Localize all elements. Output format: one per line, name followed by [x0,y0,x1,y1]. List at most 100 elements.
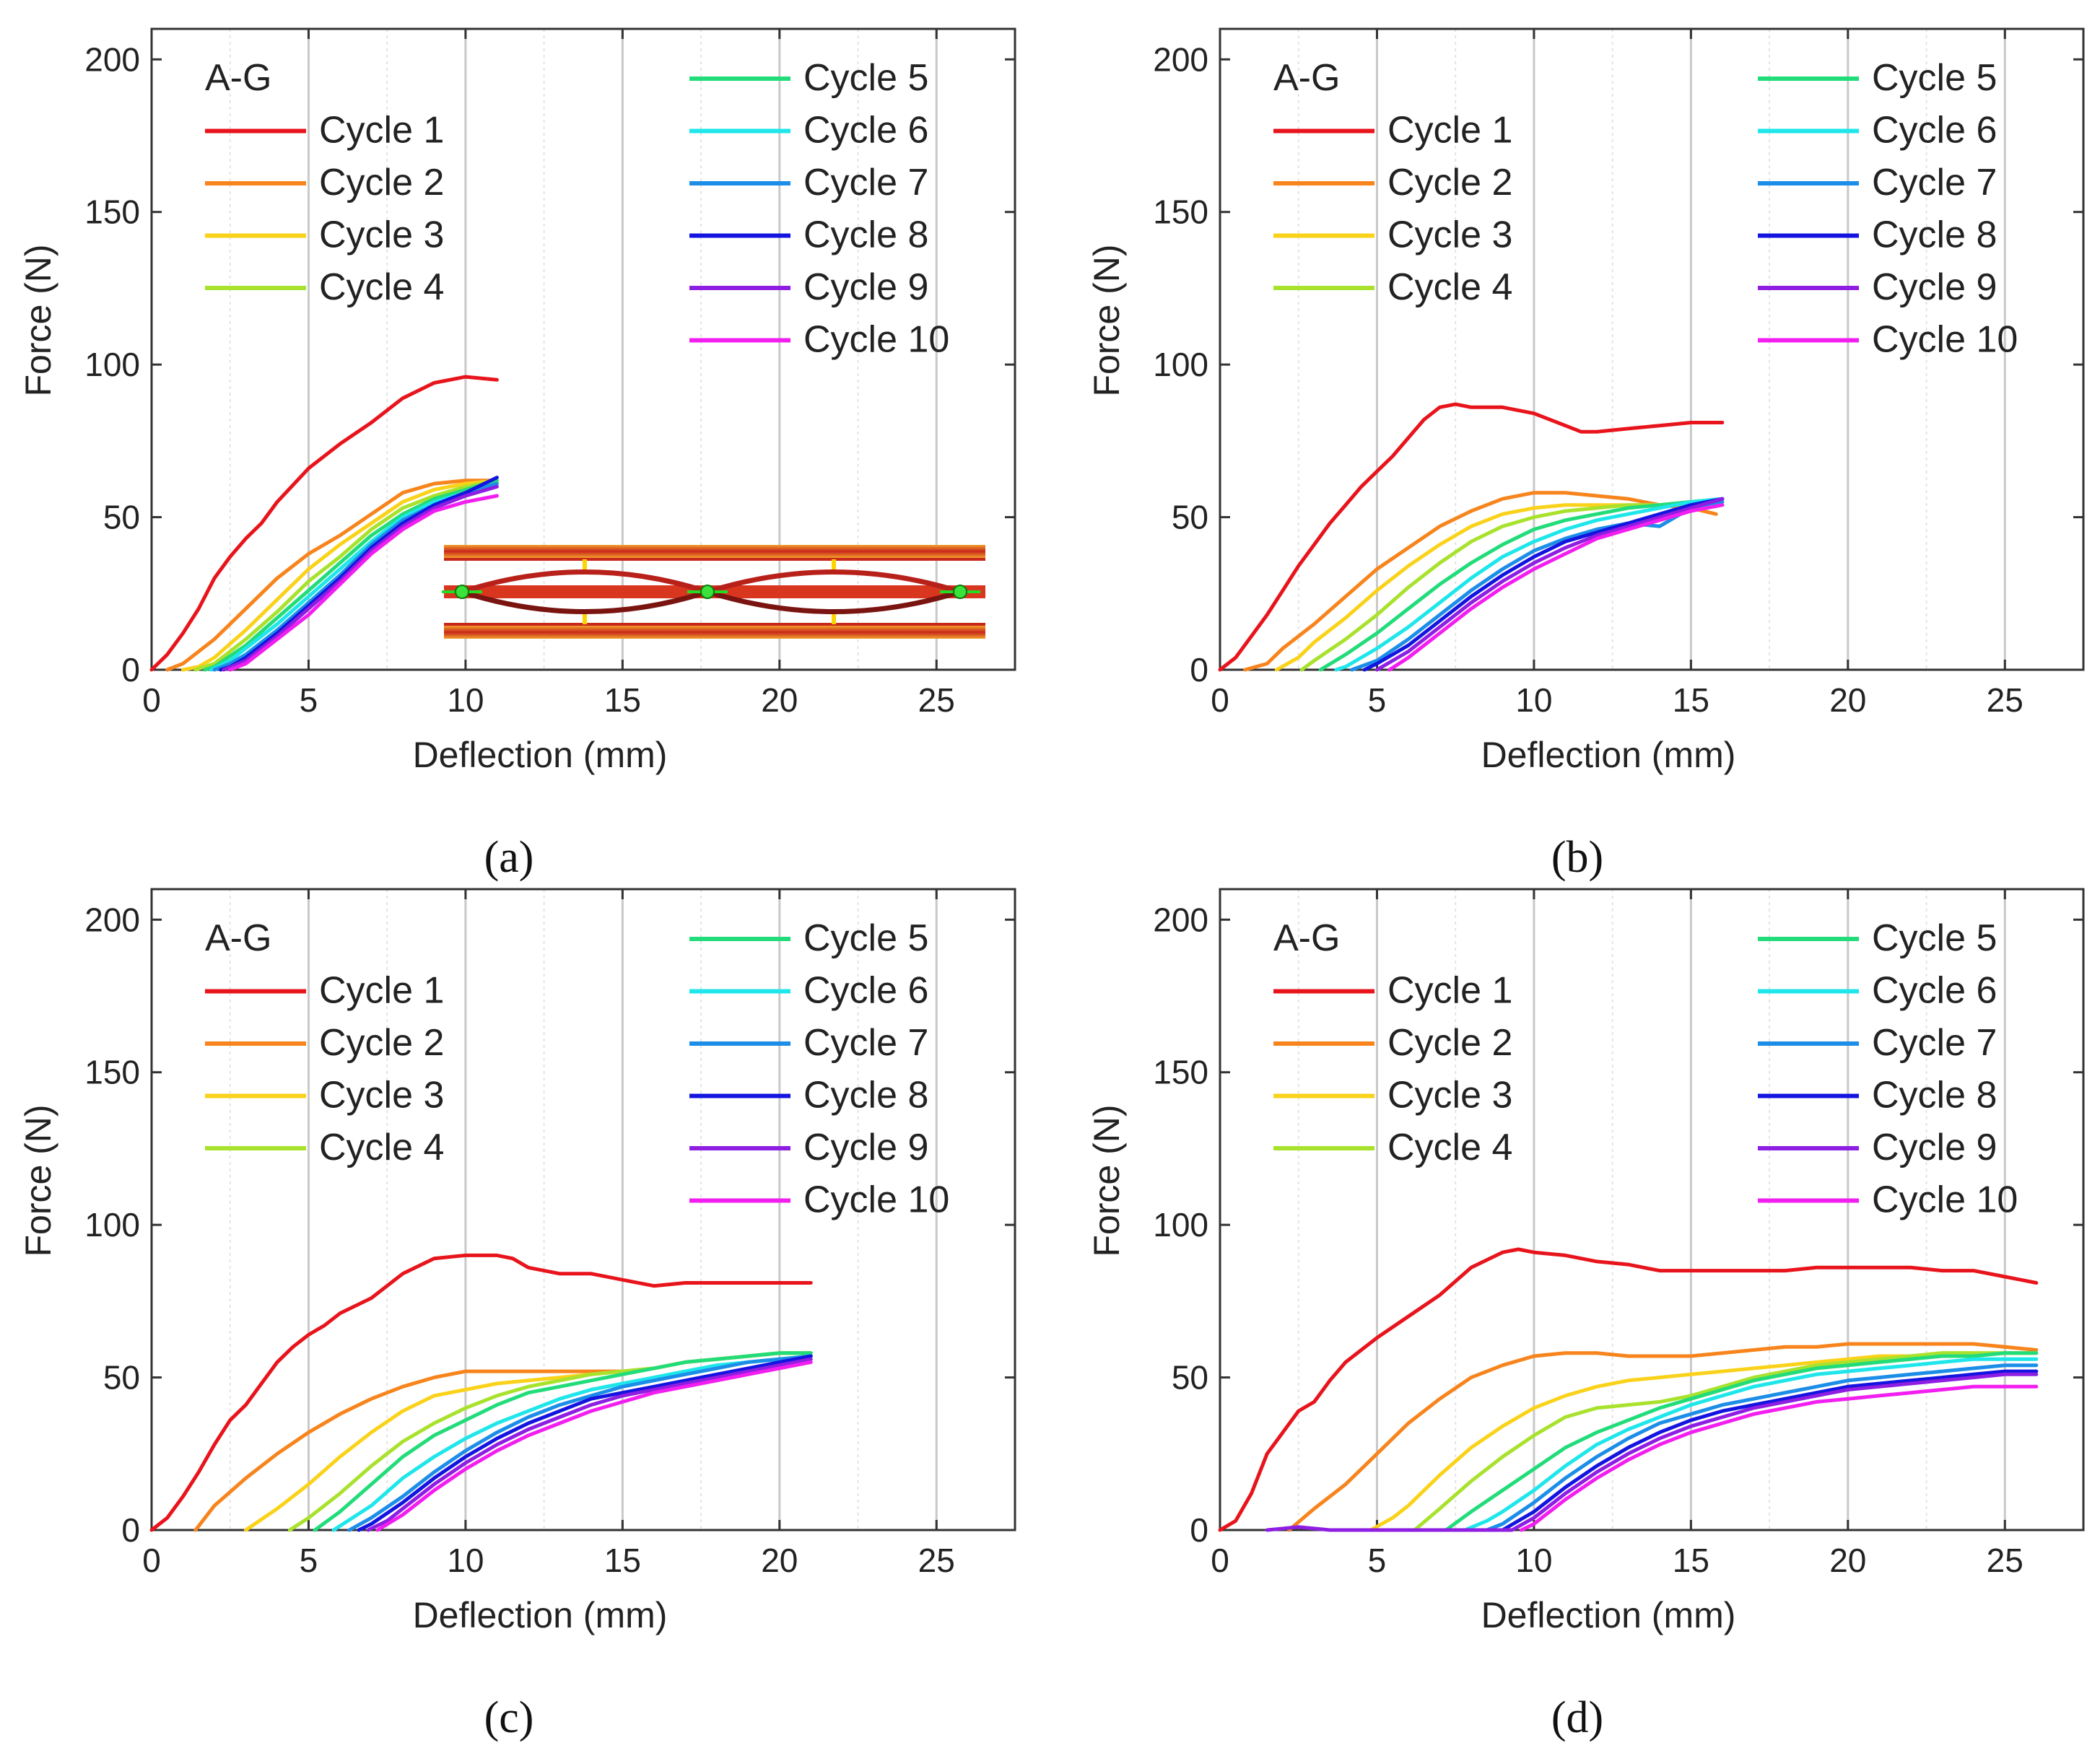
x-tick-label: 5 [300,681,318,719]
series-line-cycle-8 [1500,1369,2039,1532]
legend-title: A-G [205,917,271,959]
legend-entry: Cycle 8 [1872,214,1997,256]
legend-entry: Cycle 4 [319,266,444,308]
panel-label: (c) [484,1693,534,1742]
y-tick-label: 100 [84,1206,140,1244]
legend-entry: Cycle 3 [319,214,444,256]
legend-entry: Cycle 9 [1872,1127,1997,1168]
series-line-cycle-1 [1218,402,1725,672]
y-tick-label: 50 [103,499,140,536]
x-axis-title: Deflection (mm) [1481,1595,1736,1635]
legend-entry: Cycle 7 [1872,1022,1997,1064]
series-line-cycle-1 [149,375,499,672]
legend-entry: Cycle 2 [319,162,444,204]
x-tick-label: 10 [1515,681,1552,719]
series-line-cycle-10 [228,494,499,672]
y-tick-label: 200 [1153,901,1208,938]
y-tick-label: 0 [121,651,140,689]
series-line-cycle-9 [1265,1372,2039,1532]
y-axis-title: Force (N) [18,1104,58,1257]
legend-entry: Cycle 10 [1872,319,2018,361]
panel-label: (d) [1551,1693,1603,1742]
legend-entry: Cycle 8 [1872,1075,1997,1116]
y-axis-title: Force (N) [1086,244,1127,396]
legend-entry: Cycle 2 [1387,162,1512,204]
x-tick-label: 10 [447,1542,484,1579]
legend-entry: Cycle 4 [1387,266,1512,308]
lattice-structure-illustration [442,545,985,639]
legend-entry: Cycle 5 [803,57,928,99]
panel-label: (b) [1551,833,1603,882]
x-tick-label: 20 [761,681,798,719]
x-tick-label: 15 [1673,681,1709,719]
x-tick-label: 5 [1368,681,1387,719]
x-tick-label: 20 [1829,1542,1866,1579]
legend-title: A-G [205,57,271,99]
chart-panel-3: 0 5 10 15 20 25 0 50 100 150 200 Deflection (mm) For… [18,888,1016,1635]
legend-entry: Cycle 6 [803,970,928,1012]
series-line-cycle-5 [203,478,499,672]
chart-panel-4: 0 5 10 15 20 25 0 50 100 150 200 Deflection (mm) For… [1086,888,2085,1635]
y-tick-label: 50 [103,1359,140,1397]
series-line-cycle-10 [375,1360,813,1532]
series-line-cycle-2 [1243,491,1718,672]
series-line-cycle-7 [347,1354,813,1532]
legend-entry: Cycle 7 [803,162,928,204]
plot-frame [150,27,1016,671]
legend-entry: Cycle 5 [803,917,928,959]
legend-title: A-G [1273,917,1340,959]
legend-entry: Cycle 9 [803,1127,928,1168]
y-tick-label: 0 [1190,1511,1208,1549]
y-tick-label: 50 [1172,499,1208,536]
series-line-cycle-1 [149,1253,813,1532]
legend-title: A-G [1273,57,1340,99]
legend-entry: Cycle 1 [1387,970,1512,1012]
legend-entry: Cycle 8 [803,214,928,256]
legend-entry: Cycle 2 [319,1022,444,1064]
x-tick-label: 10 [447,681,484,719]
series-line-cycle-5 [1318,497,1725,672]
y-tick-label: 0 [121,1511,140,1549]
y-tick-label: 200 [84,901,140,938]
y-tick-label: 200 [84,40,140,78]
y-tick-label: 150 [84,1054,140,1091]
series-line-cycle-2 [165,478,499,672]
x-axis-title: Deflection (mm) [1481,735,1736,775]
legend-entry: Cycle 5 [1872,917,1997,959]
legend-entry: Cycle 10 [803,1179,949,1221]
legend-entry: Cycle 7 [1872,162,1997,204]
series-line-cycle-1 [1218,1247,2039,1532]
legend-entry: Cycle 5 [1872,57,1997,99]
legend-entry: Cycle 3 [1387,214,1512,256]
legend-entry: Cycle 2 [1387,1022,1512,1064]
legend-entry: Cycle 9 [803,266,928,308]
legend-entry: Cycle 4 [1387,1127,1512,1168]
series-line-cycle-2 [1287,1342,2039,1532]
x-tick-label: 0 [1211,681,1229,719]
x-tick-label: 25 [918,1542,955,1579]
legend-entry: Cycle 6 [1872,970,1997,1012]
x-tick-label: 5 [300,1542,318,1579]
y-tick-label: 200 [1153,40,1208,78]
legend-entry: Cycle 10 [1872,1179,2018,1221]
x-tick-label: 25 [1987,681,2023,719]
y-tick-label: 0 [1190,651,1208,689]
y-tick-label: 150 [84,193,140,231]
y-tick-label: 100 [84,346,140,383]
x-tick-label: 25 [1987,1542,2023,1579]
plot-frame [1219,888,2085,1531]
series-line-cycle-6 [1334,497,1725,672]
y-axis-title: Force (N) [1086,1104,1127,1257]
x-tick-label: 20 [1829,681,1866,719]
series-line-cycle-10 [1387,503,1725,672]
series-line-cycle-3 [181,478,499,672]
legend-entry: Cycle 6 [803,110,928,152]
series-line-cycle-6 [209,481,499,672]
series-line-cycle-7 [1485,1363,2039,1532]
series-line-cycle-8 [357,1354,813,1532]
x-tick-label: 20 [761,1542,798,1579]
legend-entry: Cycle 4 [319,1127,444,1168]
series-line-cycle-4 [193,478,499,672]
series-line-cycle-9 [222,484,499,672]
legend-entry: Cycle 8 [803,1075,928,1116]
